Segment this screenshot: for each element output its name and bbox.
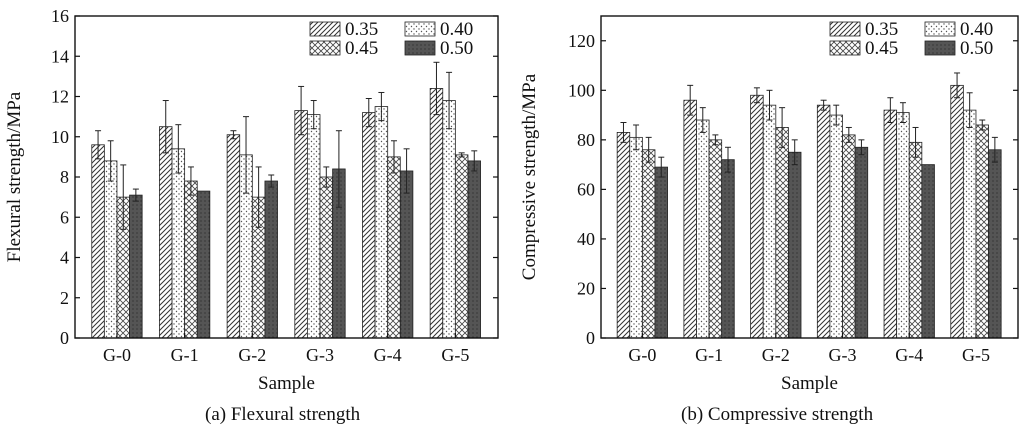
compressive-bar-G-5-0.50	[988, 149, 1002, 339]
flexural-bar-G-5-0.35	[429, 88, 444, 339]
flexural-xtick-label-G-2: G-2	[238, 345, 266, 365]
compressive-bar-G-2-0.50	[788, 151, 802, 339]
compressive-legend-label-0.45: 0.45	[865, 38, 898, 59]
flexural-legend-label-0.40: 0.40	[440, 19, 473, 40]
compressive-bar-G-0-0.50	[654, 166, 668, 339]
flexural-chart-group: 0 2 4 6 8 10 12 14 16 G-0 G-1 G-2 G-3 G-4 G-5 Sample Fle…	[4, 6, 499, 394]
compressive-legend-label-0.40: 0.40	[960, 19, 993, 40]
flexural-ytick-label-14: 14	[51, 46, 69, 66]
compressive-bar-G-5-0.35	[950, 84, 964, 339]
compressive-ytick-label-80: 80	[577, 130, 595, 150]
compressive-bar-G-0-0.35	[616, 132, 631, 339]
flexural-ytick-label-12: 12	[51, 87, 69, 107]
flexural-bar-G-4-0.50	[399, 170, 414, 339]
compressive-bar-G-1-0.50	[721, 159, 735, 339]
compressive-xtick-label-G-2: G-2	[762, 345, 790, 365]
compressive-legend-label-0.50: 0.50	[960, 38, 993, 59]
compressive-bar-G-4-0.45	[908, 141, 923, 339]
compressive-legend-swatch-0.50	[924, 40, 956, 56]
flexural-bar-G-4-0.45	[387, 156, 401, 339]
compressive-bar-G-3-0.45	[842, 134, 856, 339]
compressive-xtick-label-G-3: G-3	[829, 345, 857, 365]
compressive-bar-G-2-0.35	[750, 94, 764, 339]
compressive-bar-G-5-0.40	[962, 109, 977, 339]
compressive-bar-G-1-0.40	[696, 119, 710, 339]
flexural-bar-G-3-0.35	[294, 110, 308, 339]
compressive-bar-G-4-0.35	[883, 109, 898, 339]
caption-compressive: (b) Compressive strength	[681, 404, 874, 425]
compressive-ytick-label-120: 120	[568, 31, 595, 51]
flexural-legend-label-0.50: 0.50	[440, 38, 473, 59]
flexural-bar-G-1-0.45	[184, 180, 198, 339]
compressive-x-axis-title: Sample	[781, 373, 838, 394]
flexural-xtick-label-G-5: G-5	[441, 345, 469, 365]
compressive-legend-swatch-0.35	[829, 21, 861, 37]
compressive-xtick-label-G-1: G-1	[695, 345, 723, 365]
compressive-legend-label-0.35: 0.35	[865, 19, 898, 40]
compressive-bar-G-2-0.40	[762, 104, 777, 339]
compressive-bar-G-1-0.45	[708, 139, 723, 339]
compressive-xtick-label-G-5: G-5	[962, 345, 990, 365]
compressive-bar-G-3-0.35	[816, 104, 831, 339]
flexural-bar-G-3-0.40	[307, 114, 321, 339]
flexural-bar-G-3-0.45	[319, 176, 334, 339]
compressive-xtick-label-G-0: G-0	[628, 345, 656, 365]
flexural-legend-swatch-0.50	[404, 40, 436, 56]
flexural-bar-G-5-0.40	[442, 100, 456, 339]
flexural-bar-G-1-0.35	[159, 126, 173, 339]
compressive-bar-G-5-0.45	[975, 124, 989, 339]
compressive-bar-G-4-0.40	[896, 112, 910, 339]
flexural-ytick-label-10: 10	[51, 127, 69, 147]
flexural-bar-G-1-0.40	[171, 148, 186, 339]
compressive-bar-G-2-0.45	[775, 127, 789, 339]
flexural-bar-G-0-0.35	[91, 144, 105, 339]
compressive-legend-swatch-0.45	[829, 40, 861, 56]
flexural-ytick-label-6: 6	[60, 207, 69, 227]
compressive-bar-G-3-0.50	[854, 146, 869, 339]
flexural-legend-swatch-0.40	[404, 21, 436, 37]
compressive-plot-frame	[600, 15, 1019, 339]
compressive-legend-swatch-0.40	[924, 21, 956, 37]
flexural-bar-G-5-0.45	[454, 154, 469, 339]
flexural-xtick-label-G-4: G-4	[374, 345, 402, 365]
flexural-bar-G-4-0.35	[362, 112, 376, 339]
flexural-y-axis-title: Flexural strength/MPa	[4, 91, 25, 262]
compressive-bar-G-0-0.40	[629, 136, 643, 339]
flexural-bar-G-0-0.50	[129, 194, 143, 339]
flexural-ytick-label-8: 8	[60, 167, 69, 187]
flexural-legend-label-0.45: 0.45	[345, 38, 378, 59]
flexural-bar-G-2-0.35	[226, 134, 241, 339]
compressive-bar-G-0-0.45	[641, 149, 656, 339]
flexural-legend-label-0.35: 0.35	[345, 19, 378, 40]
flexural-x-axis-title: Sample	[258, 373, 315, 394]
flexural-bar-G-4-0.40	[374, 106, 389, 339]
flexural-bar-G-5-0.50	[467, 160, 481, 339]
flexural-bar-G-2-0.50	[264, 180, 278, 339]
compressive-bar-G-4-0.50	[921, 164, 935, 339]
flexural-xtick-label-G-1: G-1	[171, 345, 199, 365]
compressive-ytick-label-0: 0	[586, 328, 595, 348]
compressive-ytick-label-20: 20	[577, 278, 595, 298]
flexural-ytick-label-0: 0	[60, 328, 69, 348]
flexural-legend-swatch-0.45	[309, 40, 341, 56]
compressive-chart-group: 0 20 40 60 80 100 120 G-0 G-1 G-2 G-3 G-4 G-5 Sample C…	[519, 15, 1019, 394]
flexural-legend-swatch-0.35	[309, 21, 341, 37]
compressive-ytick-label-40: 40	[577, 229, 595, 249]
flexural-ytick-label-4: 4	[60, 248, 69, 268]
caption-flexural: (a) Flexural strength	[205, 404, 361, 425]
compressive-y-axis-title: Compressive strength/MPa	[519, 73, 540, 280]
compressive-xtick-label-G-4: G-4	[895, 345, 923, 365]
flexural-bar-G-1-0.50	[196, 190, 211, 339]
compressive-ytick-label-100: 100	[568, 80, 595, 100]
flexural-ytick-label-2: 2	[60, 288, 69, 308]
compressive-bar-G-3-0.40	[829, 114, 843, 339]
compressive-bar-G-1-0.35	[683, 99, 697, 339]
flexural-xtick-label-G-0: G-0	[103, 345, 131, 365]
flexural-bar-G-0-0.40	[103, 160, 118, 339]
compressive-ytick-label-60: 60	[577, 179, 595, 199]
flexural-ytick-label-16: 16	[51, 6, 69, 26]
flexural-xtick-label-G-3: G-3	[306, 345, 334, 365]
